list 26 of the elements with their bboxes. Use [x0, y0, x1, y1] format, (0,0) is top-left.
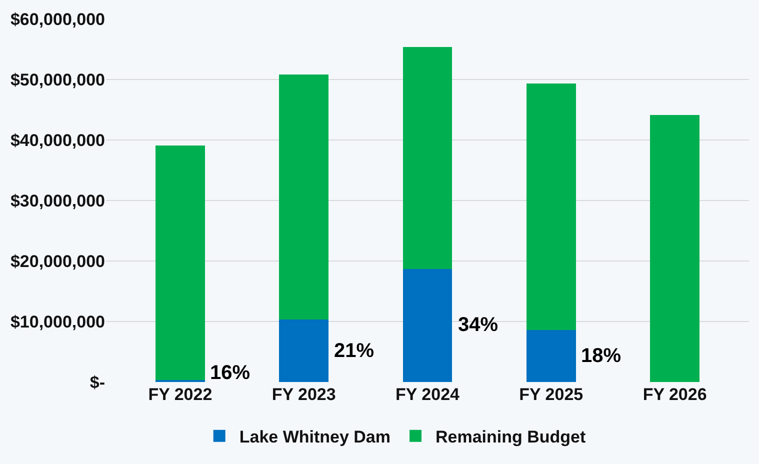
- bar: [402, 46, 452, 269]
- bar: [402, 268, 452, 382]
- annotation: 16%: [210, 362, 250, 384]
- x-tick-label: FY 2025: [519, 385, 584, 404]
- annotation: 21%: [334, 340, 374, 362]
- y-tick-label: $60,000,000: [10, 10, 105, 29]
- x-tick-label: FY 2026: [642, 385, 707, 404]
- legend-label: Lake Whitney Dam: [239, 427, 391, 446]
- y-tick-label: $50,000,000: [10, 70, 105, 90]
- bar: [526, 84, 576, 330]
- bar: [526, 330, 576, 382]
- x-tick-label: FY 2024: [396, 385, 460, 404]
- y-tick-label: $40,000,000: [10, 130, 105, 150]
- x-tick-label: FY 2022: [148, 385, 212, 404]
- x-tick-label: FY 2023: [272, 385, 336, 404]
- y-tick-label: $10,000,000: [10, 312, 105, 332]
- y-tick-label: $30,000,000: [10, 191, 105, 210]
- legend-label: Remaining Budget: [436, 427, 586, 446]
- bar: [279, 74, 329, 320]
- annotation: 18%: [581, 345, 622, 367]
- annotation: 34%: [458, 314, 498, 336]
- y-tick-label: $20,000,000: [10, 252, 105, 271]
- bar: [650, 115, 700, 382]
- bar: [279, 320, 329, 382]
- bar: [155, 145, 205, 380]
- y-tick-label: $-: [90, 372, 105, 392]
